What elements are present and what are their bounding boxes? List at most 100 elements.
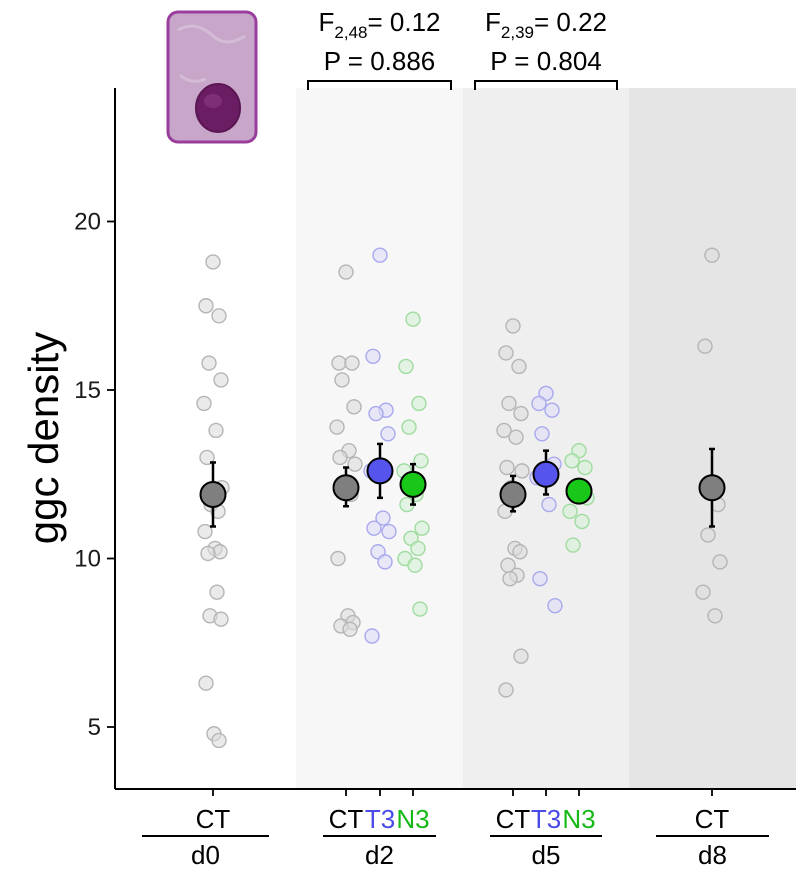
condition-label-d5-CT: CT xyxy=(496,804,531,834)
point-d0-CT xyxy=(196,395,212,412)
point-d2-T3 xyxy=(366,520,382,536)
point-d8-CT xyxy=(697,338,713,354)
point-d5-N3 xyxy=(577,459,593,476)
point-d5-T3 xyxy=(541,496,557,513)
mean-point-d2-N3 xyxy=(399,470,427,498)
mean-point-d2-T3 xyxy=(366,457,394,485)
point-d2-N3 xyxy=(407,557,423,573)
point-d5-N3 xyxy=(562,503,578,520)
point-d2-T3 xyxy=(364,628,380,644)
point-d2-CT xyxy=(334,372,350,388)
point-d5-CT xyxy=(498,682,514,698)
stat-f-symbol: F xyxy=(485,7,501,37)
point-d5-T3 xyxy=(531,395,547,412)
stat-f-d5: F2,39= 0.22 xyxy=(485,7,607,42)
point-d0-CT xyxy=(211,732,227,749)
point-d2-CT xyxy=(329,419,345,435)
point-d2-T3 xyxy=(368,405,384,422)
point-d8-CT xyxy=(704,247,720,263)
condition-label-d5-N3: N3 xyxy=(562,804,595,834)
stat-f-symbol: F xyxy=(319,7,335,37)
stat-f-value: = 0.22 xyxy=(534,7,607,37)
point-d2-T3 xyxy=(377,554,393,570)
mean-point-d0-CT xyxy=(199,480,227,508)
stat-f-d2: F2,48= 0.12 xyxy=(319,7,441,42)
point-d2-CT xyxy=(342,621,358,637)
point-d0-CT xyxy=(209,584,225,600)
point-d5-CT xyxy=(511,358,527,375)
point-d0-CT xyxy=(213,611,229,627)
point-d2-T3 xyxy=(372,247,388,263)
point-d5-T3 xyxy=(532,571,548,587)
condition-label-d2-T3: T3 xyxy=(365,804,395,834)
point-d5-CT xyxy=(513,648,529,664)
band-d8 xyxy=(629,88,796,789)
point-d2-N3 xyxy=(412,601,428,617)
point-d2-CT xyxy=(330,550,346,567)
stat-p-d2: P = 0.886 xyxy=(324,46,436,76)
point-d0-CT xyxy=(205,254,221,270)
cell-illustration xyxy=(166,10,258,144)
y-tick-label-5: 5 xyxy=(88,714,101,741)
cell-nucleus xyxy=(195,83,241,133)
condition-label-d8-CT: CT xyxy=(695,804,730,834)
y-tick-label-20: 20 xyxy=(74,209,101,236)
point-d5-CT xyxy=(499,459,515,476)
point-d0-CT xyxy=(198,675,214,691)
point-d5-N3 xyxy=(574,513,590,530)
point-d0-CT xyxy=(201,355,217,371)
mean-point-d5-N3 xyxy=(565,477,593,505)
point-d0-CT xyxy=(198,298,214,314)
y-axis-title: ggc density xyxy=(20,332,67,544)
point-d5-CT xyxy=(513,405,529,422)
stat-f-subscript: 2,48 xyxy=(334,23,367,42)
condition-label-d2-CT: CT xyxy=(329,804,364,834)
point-d8-CT xyxy=(707,608,723,624)
point-d5-CT xyxy=(501,395,517,412)
group-label-d8: d8 xyxy=(698,840,727,870)
point-d0-CT xyxy=(199,449,215,466)
group-label-d2: d2 xyxy=(365,840,394,870)
point-d2-CT xyxy=(346,399,362,415)
point-d2-CT xyxy=(332,449,348,466)
band-d2 xyxy=(296,88,463,789)
cell-texture xyxy=(177,24,246,83)
point-d2-T3 xyxy=(381,523,397,540)
point-d2-N3 xyxy=(411,395,427,412)
point-d5-N3 xyxy=(565,537,581,553)
group-label-d0: d0 xyxy=(191,840,220,870)
point-d2-CT xyxy=(331,355,347,371)
stat-bracket-d5 xyxy=(474,80,618,90)
point-d5-CT xyxy=(514,463,530,479)
point-d0-CT xyxy=(200,545,216,562)
condition-label-d0-CT: CT xyxy=(196,804,231,834)
mean-point-d2-CT xyxy=(332,474,360,502)
stat-f-subscript: 2,39 xyxy=(501,23,534,42)
point-d5-CT xyxy=(505,318,521,334)
stat-f-value: = 0.12 xyxy=(367,7,440,37)
mean-point-d5-CT xyxy=(499,480,527,508)
point-d0-CT xyxy=(211,308,227,324)
point-d8-CT xyxy=(695,584,711,600)
point-d2-N3 xyxy=(414,520,430,536)
point-d2-CT xyxy=(344,355,360,371)
point-d5-CT xyxy=(498,345,514,361)
mean-point-d5-T3 xyxy=(532,460,560,488)
point-d5-CT xyxy=(508,429,524,445)
point-d2-CT xyxy=(338,264,354,280)
group-label-d5: d5 xyxy=(532,840,561,870)
point-d2-T3 xyxy=(380,426,396,442)
point-d2-N3 xyxy=(413,453,429,469)
condition-label-d5-T3: T3 xyxy=(531,804,561,834)
point-d0-CT xyxy=(213,372,229,388)
point-d0-CT xyxy=(197,523,213,540)
point-d2-T3 xyxy=(375,510,391,526)
point-d5-T3 xyxy=(534,426,550,442)
mean-point-d8-CT xyxy=(698,474,726,502)
point-d8-CT xyxy=(712,554,728,570)
stat-bracket-d2 xyxy=(307,80,452,90)
stat-p-d5: P = 0.804 xyxy=(490,46,602,76)
point-d2-CT xyxy=(347,456,363,472)
point-d5-CT xyxy=(512,544,528,560)
